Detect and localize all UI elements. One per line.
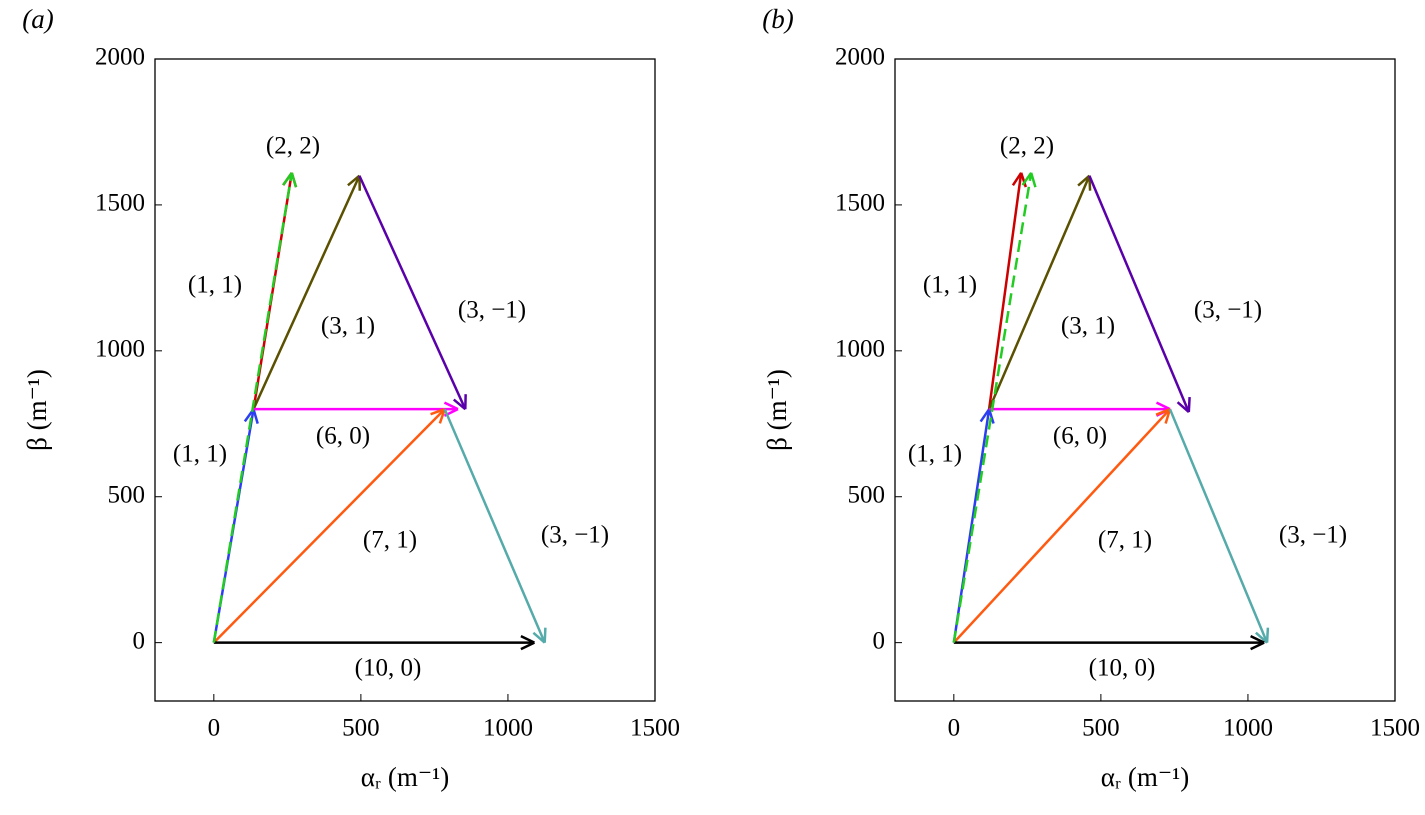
arrow-head — [1250, 634, 1265, 644]
x-tick-label: 500 — [1082, 715, 1120, 742]
arrow-head — [520, 634, 535, 644]
arrow-head — [1265, 627, 1270, 643]
vector-arrow — [1088, 175, 1190, 413]
x-tick-label: 1000 — [1223, 715, 1273, 742]
vector-arrow — [952, 408, 1171, 644]
arrow-head — [443, 401, 459, 411]
arrow-head — [282, 172, 293, 186]
x-tick-label: 0 — [948, 715, 961, 742]
y-axis-label: β (m⁻¹) — [22, 369, 52, 451]
arrow-head — [1187, 397, 1191, 413]
y-tick-label: 1000 — [95, 336, 145, 363]
arrow-head — [1029, 172, 1037, 188]
arrow-head — [987, 408, 995, 424]
plot-frame — [894, 58, 1396, 702]
vector-label: (3, −1) — [541, 522, 609, 549]
y-tick-label: 0 — [873, 627, 886, 654]
vector-label: (10, 0) — [1089, 655, 1156, 682]
vector-arrow — [1168, 408, 1269, 644]
vector-arrow — [987, 175, 1091, 410]
vector-label: (10, 0) — [355, 655, 422, 682]
arrow-head — [252, 408, 259, 424]
vector-label: (3, −1) — [1279, 522, 1347, 549]
x-tick-label: 1500 — [1370, 715, 1420, 742]
arrow-head — [1021, 172, 1033, 186]
vector-label: (2, 2) — [266, 133, 320, 160]
y-tick-label: 1500 — [95, 190, 145, 217]
vector-label: (2, 2) — [1000, 133, 1054, 160]
x-tick-label: 1500 — [630, 715, 680, 742]
panel-label: (b) — [762, 4, 793, 34]
arrow-head — [430, 408, 446, 416]
vector-label: (6, 0) — [1053, 423, 1107, 450]
x-axis-label: αᵣ (m⁻¹) — [1101, 762, 1189, 792]
vector-label: (1, 1) — [923, 272, 977, 299]
arrow-head — [1155, 408, 1171, 416]
y-tick-label: 500 — [848, 481, 886, 508]
y-axis-label: β (m⁻¹) — [762, 369, 792, 451]
arrow-head — [543, 627, 547, 643]
vector-arrow — [443, 408, 546, 644]
arrow-head — [520, 641, 535, 651]
vector-label: (6, 0) — [316, 423, 370, 450]
vector-label: (3, 1) — [1061, 313, 1115, 340]
arrow-head — [452, 398, 467, 411]
y-tick-label: 2000 — [835, 44, 885, 71]
y-tick-label: 500 — [108, 481, 146, 508]
vector-label: (3, −1) — [1194, 297, 1262, 324]
arrow-head — [438, 408, 446, 424]
vector-label: (1, 1) — [908, 441, 962, 468]
arrow-head — [979, 408, 991, 423]
vector-arrow — [212, 408, 446, 644]
arrow-head — [1255, 631, 1268, 644]
x-axis-label: αᵣ (m⁻¹) — [361, 762, 449, 792]
vector-label: (3, 1) — [321, 313, 375, 340]
panel-label: (a) — [22, 4, 53, 34]
vector-label: (3, −1) — [458, 297, 526, 324]
vector-label: (1, 1) — [188, 272, 242, 299]
arrow-head — [1164, 408, 1172, 424]
vector-label: (7, 1) — [363, 527, 417, 554]
arrow-head — [1250, 641, 1265, 651]
y-tick-label: 1000 — [835, 336, 885, 363]
x-tick-label: 0 — [208, 715, 221, 742]
arrow-head — [1155, 401, 1171, 411]
plot-frame — [154, 58, 656, 702]
arrow-head — [1011, 172, 1023, 187]
y-tick-label: 0 — [133, 627, 146, 654]
x-tick-label: 500 — [342, 715, 380, 742]
arrow-head — [347, 174, 361, 187]
arrow-head — [1176, 401, 1190, 414]
vector-arrow — [952, 172, 1033, 643]
arrow-head — [290, 172, 298, 188]
vector-arrow — [987, 172, 1023, 410]
vector-label: (7, 1) — [1098, 527, 1152, 554]
y-tick-label: 1500 — [835, 190, 885, 217]
vector-arrow — [358, 175, 467, 410]
vector-arrow — [252, 175, 361, 410]
x-tick-label: 1000 — [483, 715, 533, 742]
y-tick-label: 2000 — [95, 44, 145, 71]
arrow-head — [1019, 172, 1028, 188]
arrow-head — [1077, 174, 1091, 187]
vector-label: (1, 1) — [173, 441, 227, 468]
vector-arrow — [212, 172, 293, 643]
arrow-head — [532, 631, 546, 644]
